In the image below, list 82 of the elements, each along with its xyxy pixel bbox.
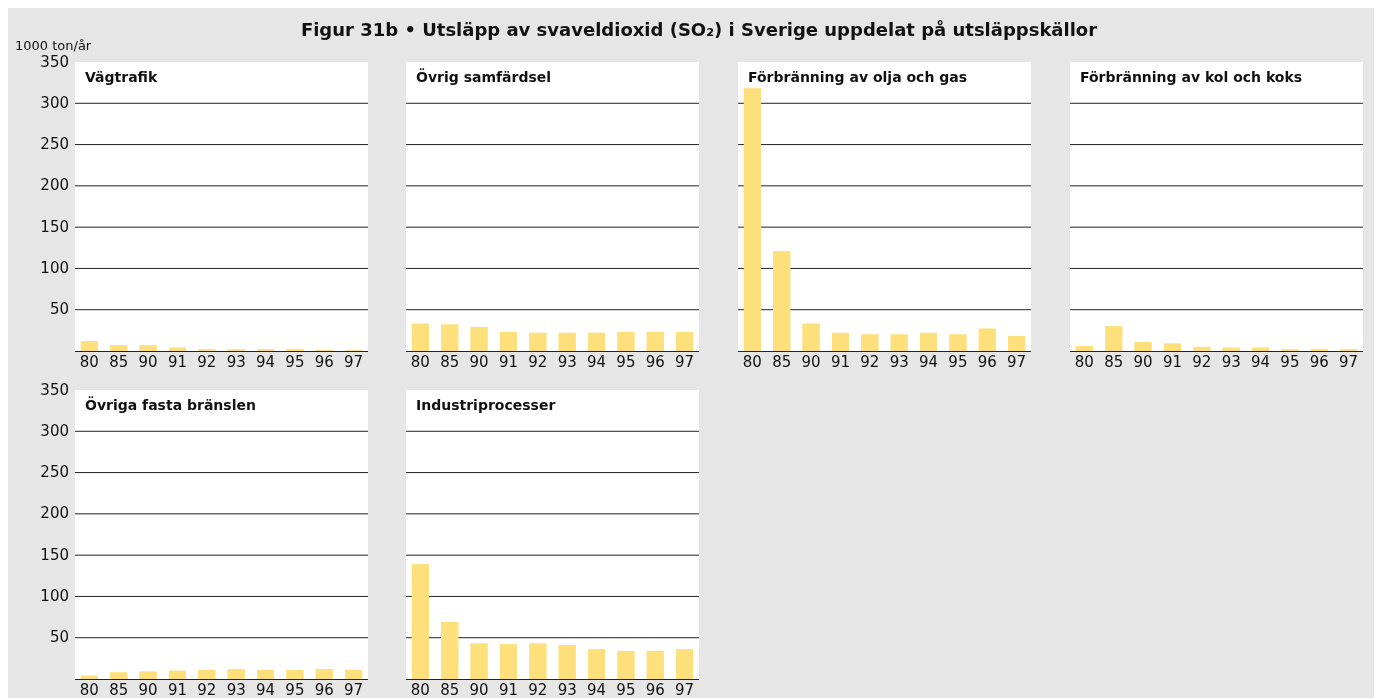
x-tick-label: 97 [1007, 353, 1027, 371]
y-tick-label: 200 [40, 176, 69, 195]
text: Figur 31b • Utsläpp av svaveldioxid (SO₂) i Sverige uppdelat på utsläppskällor [300, 19, 1098, 40]
y-tick-label: 150 [40, 545, 69, 564]
x-tick-label: 91 [498, 681, 519, 698]
text: Industriprocesser [416, 397, 556, 413]
x-tick-label: 94 [1250, 353, 1271, 371]
y-tick-label: 250 [40, 135, 69, 154]
x-tick-label: 91 [498, 353, 519, 371]
x-tick-label: 95 [285, 353, 305, 371]
text: Övrig samfärdsel [416, 68, 552, 85]
x-tick-label: 92 [528, 681, 548, 698]
x-tick-label: 80 [79, 353, 99, 371]
x-tick-label: 96 [314, 353, 334, 371]
y-axis-title: 1000 ton/år [15, 38, 92, 53]
x-tick-label: 97 [1339, 353, 1359, 371]
x-tick-label: 90 [138, 681, 158, 698]
x-tick-label: 96 [314, 681, 334, 698]
x-tick-label: 90 [469, 353, 489, 371]
x-tick-label: 85 [109, 353, 129, 371]
x-tick-label: 85 [1104, 353, 1124, 371]
x-tick-label: 85 [109, 681, 129, 698]
y-tick-label: 350 [40, 380, 69, 399]
x-tick-label: 80 [410, 353, 430, 371]
x-tick-label: 92 [528, 353, 548, 371]
x-tick-label: 97 [675, 681, 695, 698]
x-tick-label: 91 [167, 353, 188, 371]
x-tick-label: 91 [167, 681, 188, 698]
y-tick-label: 200 [40, 504, 69, 523]
x-tick-label: 80 [79, 681, 99, 698]
x-tick-label: 95 [285, 681, 305, 698]
x-tick-label: 97 [675, 353, 695, 371]
x-tick-label: 94 [586, 681, 607, 698]
y-tick-label: 100 [40, 258, 69, 277]
x-tick-label: 92 [860, 353, 880, 371]
y-tick-label: 100 [40, 586, 69, 605]
x-tick-label: 97 [344, 353, 364, 371]
y-tick-label: 300 [40, 421, 69, 440]
x-tick-label: 94 [586, 353, 607, 371]
x-tick-label: 85 [440, 353, 460, 371]
x-tick-label: 95 [948, 353, 968, 371]
y-tick-label: 350 [40, 52, 69, 71]
x-tick-label: 91 [830, 353, 851, 371]
x-tick-label: 94 [918, 353, 939, 371]
x-tick-label: 93 [557, 681, 577, 698]
x-tick-label: 96 [977, 353, 997, 371]
y-tick-label: 50 [49, 300, 69, 319]
x-tick-label: 96 [645, 681, 665, 698]
x-tick-label: 80 [410, 681, 430, 698]
text: Vägtrafik [85, 69, 158, 85]
x-tick-label: 94 [255, 353, 276, 371]
x-tick-label: 80 [742, 353, 762, 371]
x-tick-label: 90 [469, 681, 489, 698]
x-tick-label: 96 [1309, 353, 1329, 371]
text: Förbränning av kol och koks [1080, 69, 1303, 85]
x-tick-label: 95 [616, 353, 636, 371]
x-tick-label: 93 [889, 353, 909, 371]
x-tick-label: 93 [226, 353, 246, 371]
text: Övriga fasta bränslen [85, 396, 256, 413]
y-tick-label: 150 [40, 217, 69, 236]
x-tick-label: 92 [197, 681, 217, 698]
x-tick-label: 93 [557, 353, 577, 371]
x-tick-label: 85 [440, 681, 460, 698]
x-tick-label: 80 [1074, 353, 1094, 371]
x-tick-label: 93 [226, 681, 246, 698]
text: Förbränning av olja och gas [748, 69, 968, 85]
y-tick-label: 250 [40, 463, 69, 482]
x-tick-label: 97 [344, 681, 364, 698]
x-tick-label: 85 [772, 353, 792, 371]
x-tick-label: 95 [1280, 353, 1300, 371]
y-tick-label: 50 [49, 628, 69, 647]
x-tick-label: 92 [197, 353, 217, 371]
x-tick-label: 94 [255, 681, 276, 698]
x-tick-label: 90 [1133, 353, 1153, 371]
y-tick-label: 300 [40, 93, 69, 112]
x-tick-label: 96 [645, 353, 665, 371]
x-tick-label: 95 [616, 681, 636, 698]
x-tick-label: 91 [1162, 353, 1183, 371]
x-tick-label: 93 [1221, 353, 1241, 371]
x-tick-label: 90 [801, 353, 821, 371]
x-tick-label: 92 [1192, 353, 1212, 371]
x-tick-label: 90 [138, 353, 158, 371]
